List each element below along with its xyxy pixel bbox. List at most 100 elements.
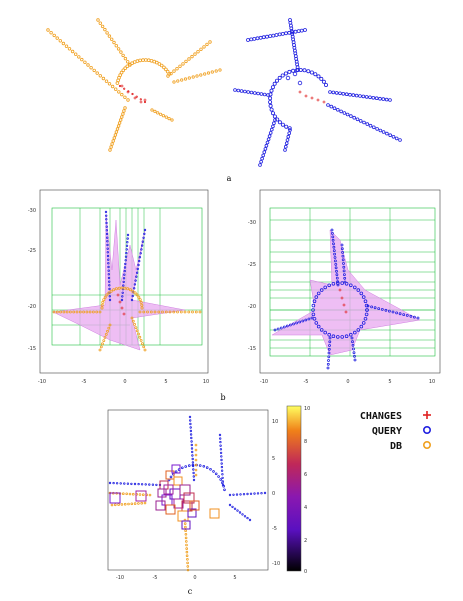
query-point [342,262,345,265]
db-point [52,33,56,38]
query-point [130,482,133,486]
tick: 0 [193,575,196,581]
db-point [101,76,106,81]
db-point [185,543,188,547]
db-point [126,287,130,291]
query-point [349,332,353,337]
query-point [209,468,212,471]
change-square [173,476,183,486]
query-point [107,262,110,265]
query-point [269,127,274,132]
legend-marker-query-icon [423,425,432,434]
change-point [340,296,344,300]
db-point [134,326,138,330]
query-point [252,91,257,95]
query-point [365,122,370,126]
query-point [277,75,282,80]
db-point [214,69,218,73]
tick: -15 [28,346,36,352]
change-square [135,490,147,502]
panel-a-query-map [233,18,402,167]
change-square [209,508,220,519]
query-point [248,518,252,522]
query-point [124,259,127,262]
tick: 8 [304,439,307,445]
db-point [120,115,124,119]
change-point [123,87,126,90]
query-point [283,148,287,152]
query-point [356,328,361,332]
query-point [104,210,108,214]
query-point [119,482,122,485]
db-point [194,443,198,447]
query-point [394,136,399,141]
tick: 5 [388,379,391,385]
db-point [61,41,66,46]
db-point [120,92,124,97]
db-point [109,289,113,293]
tick: 10 [203,379,209,385]
query-point [115,482,119,485]
query-point [334,263,338,266]
db-point [159,112,163,116]
query-point [327,332,331,337]
query-point [255,36,260,41]
query-point [288,128,292,132]
change-point [116,293,120,297]
query-point [269,88,274,93]
query-point [222,484,225,488]
caption-a: a [227,174,232,183]
db-point [98,310,102,314]
query-point [271,33,276,38]
change-point [133,96,137,100]
query-point [366,304,370,308]
query-point [342,265,346,269]
query-point [371,96,376,100]
db-point [121,112,125,116]
query-point [283,71,288,76]
query-point [280,122,285,127]
db-point [195,74,199,78]
query-point [105,229,109,232]
db-point [104,79,109,83]
query-point [137,263,140,267]
db-point [157,310,161,314]
db-point [70,49,75,54]
query-point [268,34,273,39]
change-square [155,500,166,511]
db-point [108,148,112,152]
db-point [198,310,202,314]
query-point [258,163,262,167]
db-point [115,127,120,131]
db-point [95,310,99,314]
db-point [218,68,222,72]
db-point [138,493,142,496]
query-point [350,336,354,340]
db-point [102,339,106,343]
query-point [336,283,340,287]
query-point [285,138,290,142]
change-point [120,306,124,310]
db-point [101,300,105,304]
query-point [249,492,253,496]
query-point [328,336,332,340]
query-point [155,483,158,487]
panel-c-plot: -10 -5 0 5 10 5 0 -5 -10 [107,409,280,581]
query-point [332,242,335,246]
change-square [165,504,176,515]
query-point [219,444,222,447]
db-point [131,492,135,496]
query-point [287,69,292,74]
query-point [398,312,402,316]
db-point [86,63,90,67]
query-point [268,92,273,97]
db-point [114,44,118,48]
db-point [196,50,200,54]
query-point [220,455,223,458]
query-point [134,279,137,282]
query-point [108,481,112,485]
db-point [194,463,198,467]
query-point [358,94,362,98]
change-point [316,98,320,102]
query-point [333,252,336,256]
